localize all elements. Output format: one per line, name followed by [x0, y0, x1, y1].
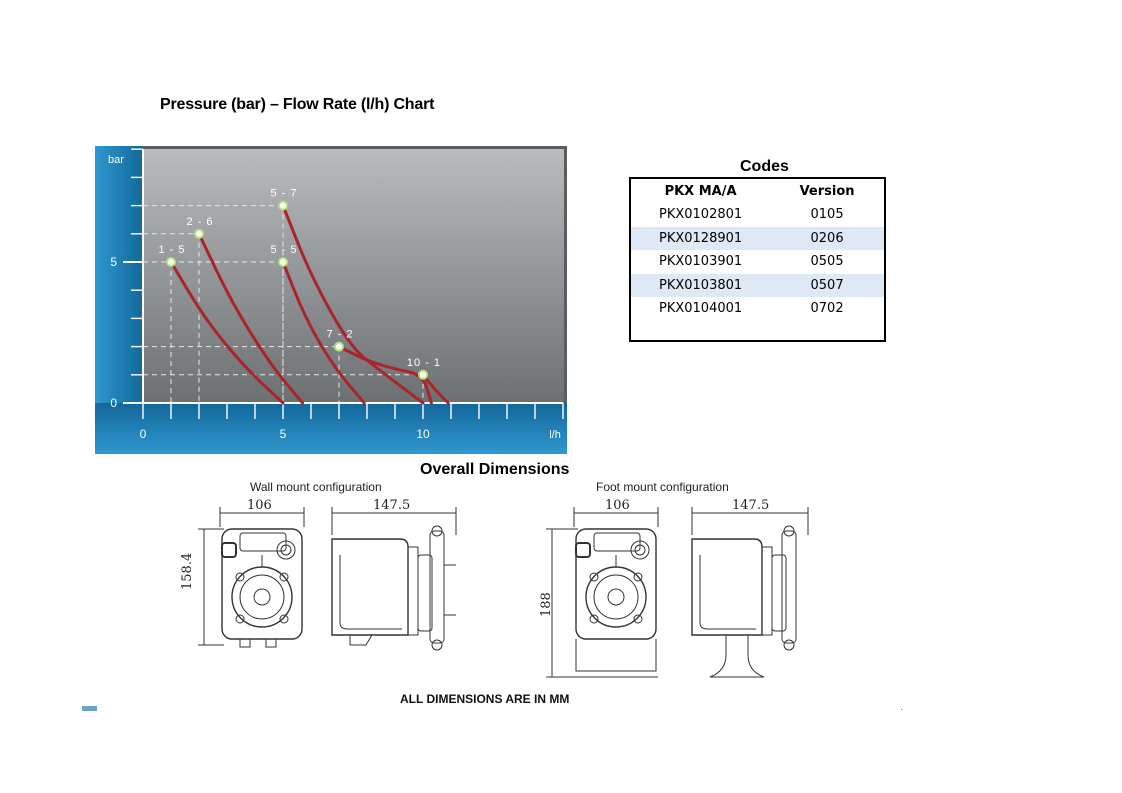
chart-panel: [143, 149, 564, 403]
foot-front-view: [546, 507, 659, 678]
x-axis-label: l/h: [549, 429, 561, 441]
table-row: PKX0102801 0105: [631, 203, 884, 227]
code-cell: PKX0102801: [658, 207, 743, 223]
curve-5-7: [281, 204, 425, 405]
version-cell: 0206: [770, 226, 884, 250]
operating-point-label: 7 - 2: [326, 329, 353, 341]
operating-point-marker: [194, 228, 204, 239]
code-cell: PKX0104001: [658, 301, 743, 317]
wall-depth-dimension: 147.5: [373, 498, 411, 513]
foot-height-dimension: 188: [539, 592, 554, 617]
operating-point-marker: [166, 257, 176, 267]
x-tick-label: 0: [140, 427, 147, 441]
table-row: PKX0103801 0507: [631, 273, 884, 297]
foot-width-dimension: 106: [605, 498, 630, 513]
units-note: ALL DIMENSIONS ARE IN MM: [400, 692, 570, 706]
dimensions-title: Overall Dimensions: [420, 461, 570, 478]
code-cell: PKX0128901: [631, 226, 771, 250]
code-cell: PKX0103801: [631, 273, 771, 297]
dimension-drawings: [180, 495, 840, 685]
table-row: PKX0128901 0206: [631, 226, 884, 250]
operating-point-label: 1 - 5: [158, 244, 185, 256]
version-cell: 0505: [810, 254, 844, 270]
codes-title: Codes: [740, 158, 789, 175]
x-axis-band: [95, 403, 567, 454]
wall-front-view: [198, 507, 305, 648]
codes-header-model: PKX MA/A: [664, 183, 737, 199]
wall-height-dimension: 158.4: [180, 552, 195, 590]
operating-point-label: 5 - 5: [270, 244, 297, 256]
table-row: PKX0103901 0505: [631, 250, 884, 274]
operating-point-marker: [334, 341, 344, 352]
curve-1-5: [169, 260, 285, 405]
wall-width-dimension: 106: [247, 498, 272, 513]
codes-table: PKX MA/A Version PKX0102801 0105 PKX0128…: [629, 177, 886, 342]
chart-title: Pressure (bar) – Flow Rate (l/h) Chart: [160, 96, 435, 113]
operating-point-marker: [278, 257, 288, 267]
corner-mark: [82, 706, 97, 711]
version-cell: 0702: [810, 301, 844, 317]
foot-side-view: [691, 507, 809, 678]
foot-depth-dimension: 147.5: [732, 498, 770, 513]
operating-point-marker: [278, 200, 288, 211]
foot-mount-label: Foot mount configuration: [596, 480, 729, 494]
dot-mark: [901, 709, 902, 710]
version-cell: 0105: [810, 207, 844, 223]
codes-header-version: Version: [799, 183, 855, 199]
y-axis-label: bar: [108, 154, 124, 166]
x-tick-label: 10: [416, 427, 430, 441]
operating-point-label: 5 - 7: [270, 188, 297, 200]
wall-side-view: [331, 507, 457, 651]
wall-mount-label: Wall mount configuration: [250, 480, 382, 494]
curve-5-5: [281, 260, 366, 405]
operating-point-label: 2 - 6: [186, 216, 213, 228]
operating-point-marker: [418, 369, 428, 380]
y-tick-label: 5: [110, 255, 117, 269]
version-cell: 0507: [770, 273, 884, 297]
table-row: PKX0104001 0702: [631, 297, 884, 321]
x-tick-label: 5: [280, 427, 287, 441]
y-tick-label: 0: [110, 396, 117, 410]
operating-point-label: 10 - 1: [407, 357, 441, 369]
codes-header-row: PKX MA/A Version: [631, 179, 884, 203]
curve-2-6: [197, 232, 305, 405]
pressure-flow-chart: 0 5 10 0 5 l/h bar 1 - 5 2 - 6 5 - 5 5 - 7 7 - 2 10…: [95, 146, 567, 454]
code-cell: PKX0103901: [658, 254, 743, 270]
